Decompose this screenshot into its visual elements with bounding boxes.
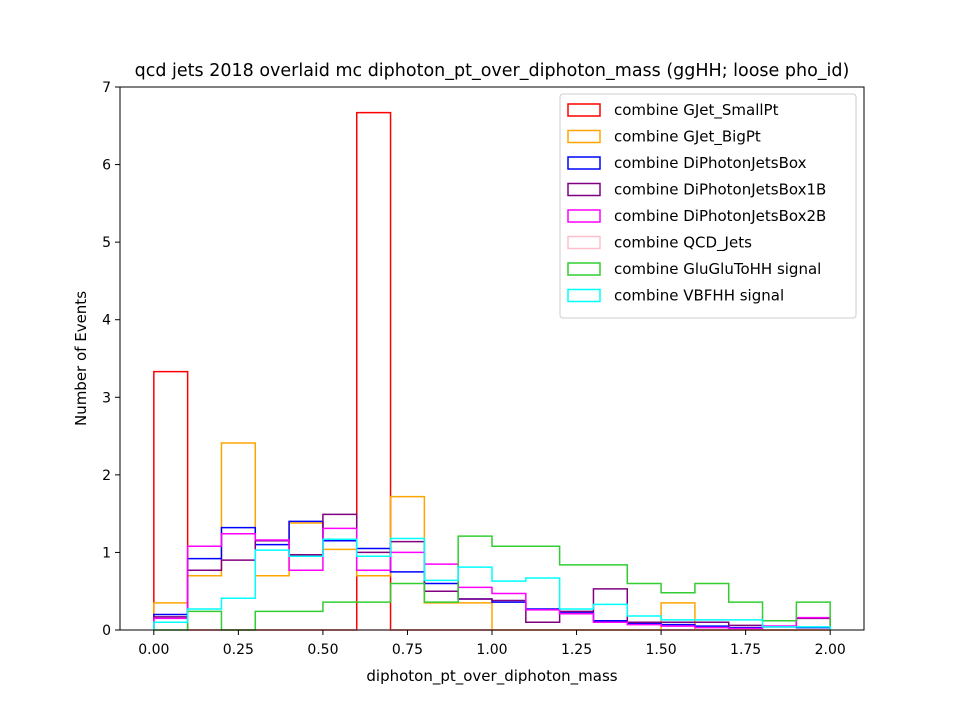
y-tick-label: 3 [102, 390, 111, 406]
x-tick-label: 1.50 [646, 642, 677, 658]
series-outline-4 [153, 527, 831, 630]
legend-swatch [567, 182, 601, 197]
series-outline-7 [153, 537, 831, 630]
x-axis: 0.00 0.25 0.50 0.75 1.00 1.25 1.50 1.75 2.00 [138, 630, 846, 658]
x-tick-label: 1.00 [476, 642, 507, 658]
y-tick-label: 4 [102, 313, 111, 329]
x-tick-label: 1.25 [561, 642, 592, 658]
legend-entry-label: combine DiPhotonJetsBox2B [614, 207, 826, 225]
legend-entry-label: combine VBFHH signal [614, 287, 784, 305]
legend-swatch [567, 103, 601, 117]
series-outline-1 [153, 442, 831, 631]
y-tick-label: 1 [102, 545, 111, 561]
y-tick-label: 0 [102, 623, 111, 639]
x-tick-label: 0.25 [223, 642, 254, 658]
legend-swatch [567, 288, 601, 303]
legend-swatch [567, 129, 601, 144]
legend-swatch [567, 209, 601, 223]
legend-swatch [567, 235, 601, 250]
x-tick-label: 2.00 [815, 642, 846, 658]
legend-swatch [567, 156, 601, 170]
y-tick-label: 2 [102, 468, 111, 484]
legend-entry-label: combine DiPhotonJetsBox [614, 154, 807, 172]
legend-entry-label: combine GJet_BigPt [614, 128, 761, 147]
series-outline-6 [153, 535, 831, 631]
y-tick-label: 6 [102, 158, 111, 174]
legend-box [559, 93, 857, 319]
x-tick-label: 0.00 [138, 642, 169, 658]
x-axis-label: diphoton_pt_over_diphoton_mass [366, 667, 617, 686]
legend-swatch [567, 262, 601, 276]
x-tick-label: 1.75 [730, 642, 761, 658]
y-tick-label: 5 [102, 235, 111, 251]
y-axis: 0 1 2 3 4 5 6 7 [102, 80, 120, 639]
legend-entry-label: combine DiPhotonJetsBox1B [614, 181, 826, 199]
x-tick-label: 0.50 [307, 642, 338, 658]
y-tick-label: 7 [102, 80, 111, 96]
x-tick-label: 0.75 [392, 642, 423, 658]
y-axis-label: Number of Events [72, 291, 90, 426]
legend-entry-label: combine GluGluToHH signal [614, 260, 821, 278]
chart-title: qcd jets 2018 overlaid mc diphoton_pt_ov… [135, 61, 850, 81]
legend-entry-label: combine QCD_Jets [614, 234, 752, 253]
legend-entry-label: combine GJet_SmallPt [614, 101, 779, 120]
